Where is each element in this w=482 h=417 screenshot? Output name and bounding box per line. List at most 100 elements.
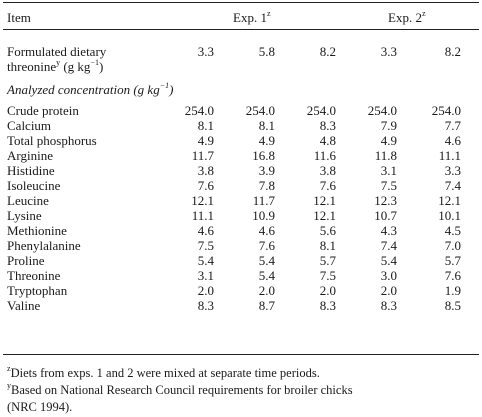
row-value: 12.1 (313, 193, 336, 208)
row-value: 5.4 (258, 268, 275, 283)
table-row: Threonine 3.1 5.4 7.5 3.0 7.6 (0, 268, 482, 283)
row-value: 10.7 (374, 208, 397, 223)
row-value: 8.1 (258, 118, 275, 133)
formulated-row-continued: threoniney (g kg−1) (0, 58, 482, 75)
row-value: 11.1 (191, 208, 214, 223)
row-value: 7.8 (258, 178, 275, 193)
row-value: 3.0 (380, 268, 397, 283)
table-row: Histidine 3.8 3.9 3.8 3.1 3.3 (0, 163, 482, 178)
analyzed-label-close: ) (169, 82, 174, 97)
footnote-y-text: Based on National Research Council requi… (11, 383, 353, 397)
footnote-y-text-continued: (NRC 1994). (7, 400, 73, 414)
row-value: 5.4 (258, 253, 275, 268)
row-value: 7.6 (197, 178, 214, 193)
footnote-y-continued: (NRC 1994). (7, 399, 477, 416)
row-value: 8.1 (197, 118, 214, 133)
table-row: Methionine 4.6 4.6 5.6 4.3 4.5 (0, 223, 482, 238)
row-value: 8.1 (319, 238, 336, 253)
formulated-label-line1: Formulated dietary (7, 44, 107, 59)
table-row: Tryptophan 2.0 2.0 2.0 2.0 1.9 (0, 283, 482, 298)
header-exp2-text: Exp. 2 (388, 10, 422, 25)
row-label: Isoleucine (7, 178, 61, 193)
row-value: 5.4 (380, 253, 397, 268)
row-value: 7.5 (197, 238, 214, 253)
row-label: Threonine (7, 268, 61, 283)
row-value: 12.1 (191, 193, 214, 208)
formulated-row: Formulated dietary 3.3 5.8 8.2 3.3 8.2 (0, 44, 482, 59)
row-value: 12.1 (438, 193, 461, 208)
formulated-unit-text: (g kg (60, 59, 91, 74)
table-row: Calcium 8.1 8.1 8.3 7.9 7.7 (0, 118, 482, 133)
row-label: Methionine (7, 223, 67, 238)
row-value: 254.0 (184, 103, 214, 118)
row-value: 7.6 (258, 238, 275, 253)
formulated-label-line2: threoniney (g kg−1) (7, 58, 104, 75)
row-label: Valine (7, 298, 41, 313)
row-value: 4.8 (319, 133, 336, 148)
formulated-value-1: 3.3 (197, 44, 214, 59)
row-value: 3.3 (444, 163, 461, 178)
formulated-value-3: 8.2 (319, 44, 336, 59)
header-item-text: Item (7, 10, 31, 25)
formulated-unit-exponent: −1 (90, 58, 99, 67)
row-value: 7.5 (319, 268, 336, 283)
header-exp1-text: Exp. 1 (233, 10, 267, 25)
row-value: 7.6 (319, 178, 336, 193)
header-exp2-footnote-mark: z (421, 9, 426, 18)
row-value: 2.0 (380, 283, 397, 298)
formulated-footnote-mark: y (56, 58, 61, 67)
formulated-value-2: 5.8 (258, 44, 275, 59)
row-value: 254.0 (367, 103, 397, 118)
footnote-y: yBased on National Research Council requ… (7, 382, 477, 399)
row-value: 5.7 (319, 253, 336, 268)
row-label: Phenylalanine (7, 238, 81, 253)
row-value: 3.1 (197, 268, 214, 283)
row-value: 8.5 (444, 298, 461, 313)
row-value: 254.0 (245, 103, 275, 118)
table-row: Total phosphorus 4.9 4.9 4.8 4.9 4.6 (0, 133, 482, 148)
row-value: 2.0 (258, 283, 275, 298)
formulated-label-text: threonine (7, 59, 57, 74)
row-value: 5.7 (444, 253, 461, 268)
formulated-value-5: 8.2 (444, 44, 461, 59)
row-value: 254.0 (431, 103, 461, 118)
row-label: Lysine (7, 208, 42, 223)
table-top-rule (3, 2, 479, 3)
row-value: 4.5 (444, 223, 461, 238)
row-value: 1.9 (444, 283, 461, 298)
row-value: 3.1 (380, 163, 397, 178)
row-value: 11.8 (374, 148, 397, 163)
table-row: Arginine 11.7 16.8 11.6 11.8 11.1 (0, 148, 482, 163)
table-row: Lysine 11.1 10.9 12.1 10.7 10.1 (0, 208, 482, 223)
row-value: 8.3 (319, 298, 336, 313)
row-label: Total phosphorus (7, 133, 97, 148)
row-label: Histidine (7, 163, 55, 178)
row-value: 7.5 (380, 178, 397, 193)
row-value: 16.8 (252, 148, 275, 163)
formulated-value-4: 3.3 (380, 44, 397, 59)
footnote-z-text: Diets from exps. 1 and 2 were mixed at s… (10, 366, 320, 380)
table-row: Isoleucine 7.6 7.8 7.6 7.5 7.4 (0, 178, 482, 193)
table-bottom-rule (3, 354, 479, 355)
row-value: 7.4 (380, 238, 397, 253)
formulated-unit-close: ) (98, 59, 104, 74)
analyzed-label-text: Analyzed concentration (g kg (7, 82, 160, 97)
row-value: 11.1 (438, 148, 461, 163)
footnote-z: zDiets from exps. 1 and 2 were mixed at … (7, 365, 477, 382)
row-value: 12.3 (374, 193, 397, 208)
row-value: 11.6 (313, 148, 336, 163)
row-label: Proline (7, 253, 45, 268)
row-value: 10.9 (252, 208, 275, 223)
row-value: 8.3 (197, 298, 214, 313)
row-value: 3.9 (258, 163, 275, 178)
row-value: 4.9 (197, 133, 214, 148)
row-value: 5.6 (319, 223, 336, 238)
row-value: 8.3 (319, 118, 336, 133)
row-value: 254.0 (306, 103, 336, 118)
row-value: 7.4 (444, 178, 461, 193)
row-value: 7.6 (444, 268, 461, 283)
footnote-z-mark: z (7, 364, 11, 373)
row-label: Crude protein (7, 103, 79, 118)
row-value: 2.0 (319, 283, 336, 298)
